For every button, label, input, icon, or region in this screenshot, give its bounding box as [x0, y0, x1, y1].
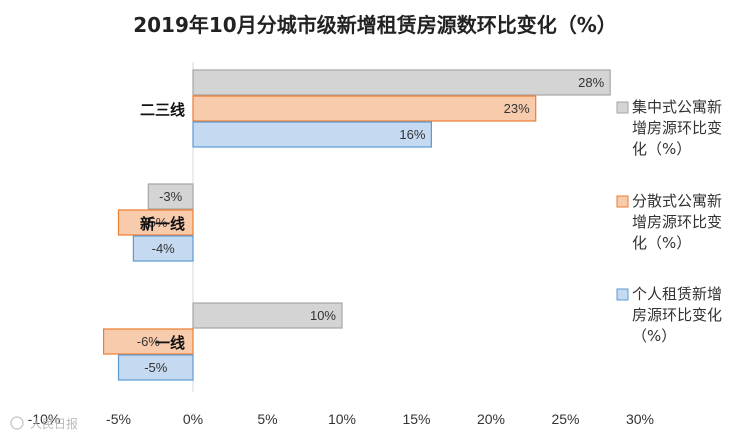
legend-entry-3: 个人租赁新增房源环比变化（%） — [632, 285, 722, 345]
x-axis-ticks: -10% -5% 0% 5% 10% 15% 20% 25% 30% — [28, 411, 654, 427]
legend-swatch-3 — [616, 288, 629, 301]
watermark: 人民日报 — [10, 416, 78, 431]
data-label-series2-1: 23% — [504, 101, 530, 116]
bar-series2-1 — [192, 95, 537, 122]
watermark-logo-icon — [10, 416, 24, 430]
x-tick-label: 10% — [328, 411, 356, 427]
data-label-series1-2: -3% — [159, 189, 183, 204]
data-label-series1-1: 28% — [578, 75, 604, 90]
x-tick-label: 25% — [551, 411, 579, 427]
data-label-series2-2: -5% — [144, 215, 168, 230]
legend-swatch-1 — [616, 101, 629, 114]
chart-title: 2019年10月分城市级新增租赁房源数环比变化（%） — [133, 13, 617, 37]
data-label-series1-3: 10% — [310, 308, 336, 323]
x-tick-label: 0% — [183, 411, 203, 427]
legend: 集中式公寓新增房源环比变化（%） 分散式公寓新增房源环比变化（%） 个人租赁新增房源… — [616, 98, 722, 345]
bar-series3-1 — [192, 121, 432, 148]
category-label-3: 一线 — [155, 334, 185, 352]
data-label-series3-3: -5% — [144, 360, 168, 375]
bar-series2-3 — [102, 328, 194, 355]
x-tick-label: -5% — [106, 411, 131, 427]
legend-swatch-2 — [616, 195, 629, 208]
x-tick-label: 30% — [626, 411, 654, 427]
bar-series3-2 — [132, 235, 194, 262]
category-label-2: 新一线 — [140, 215, 185, 233]
data-labels-layer: 28% 23% 16% -3% -5% -4% 10% -6% -5% — [137, 75, 605, 375]
bar-series2-2 — [117, 209, 194, 236]
bar-series1-2 — [147, 183, 194, 210]
bar-series1-3 — [192, 302, 343, 329]
legend-entry-1: 集中式公寓新增房源环比变化（%） — [632, 98, 722, 158]
bars-layer — [102, 62, 611, 392]
bar-series1-1 — [192, 69, 611, 96]
x-tick-label: -10% — [28, 411, 61, 427]
x-tick-label: 15% — [402, 411, 430, 427]
watermark-text: 人民日报 — [30, 416, 78, 431]
data-label-series3-2: -4% — [152, 241, 176, 256]
data-label-series3-1: 16% — [399, 127, 425, 142]
category-label-1: 二三线 — [140, 101, 185, 119]
bar-series3-3 — [117, 354, 194, 381]
x-tick-label: 20% — [477, 411, 505, 427]
x-tick-label: 5% — [257, 411, 277, 427]
legend-entry-2: 分散式公寓新增房源环比变化（%） — [632, 192, 722, 252]
data-label-series2-3: -6% — [137, 334, 161, 349]
